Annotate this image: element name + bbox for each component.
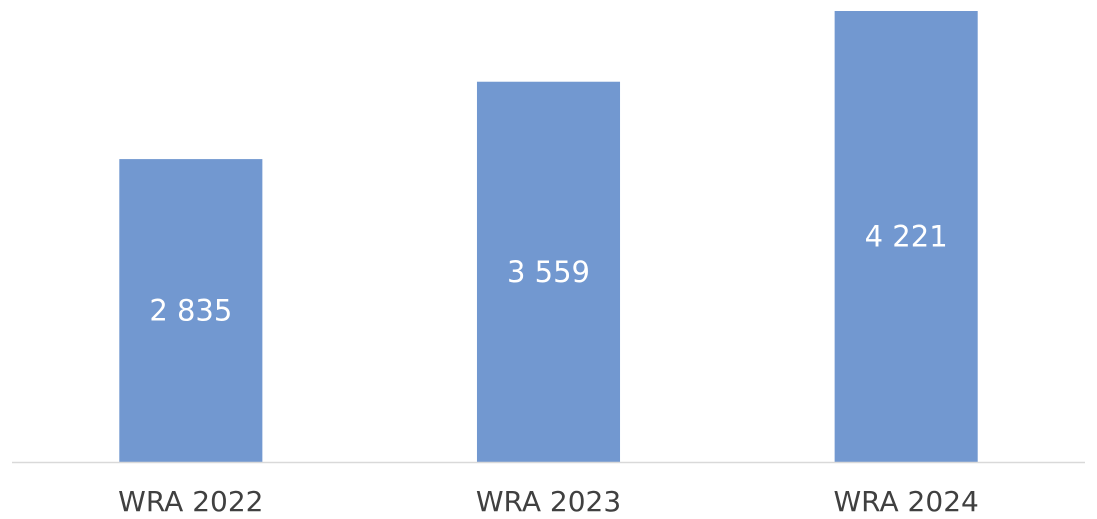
bar — [476, 81, 621, 462]
value-label: 4 221 — [865, 220, 948, 254]
value-label: 2 835 — [149, 294, 232, 328]
x-tick-label: WRA 2023 — [476, 485, 621, 518]
value-label: 3 559 — [507, 255, 590, 289]
x-tick-label: WRA 2022 — [118, 485, 263, 518]
bar — [834, 11, 978, 462]
x-tick-label: WRA 2024 — [834, 485, 979, 518]
bar — [119, 159, 263, 463]
